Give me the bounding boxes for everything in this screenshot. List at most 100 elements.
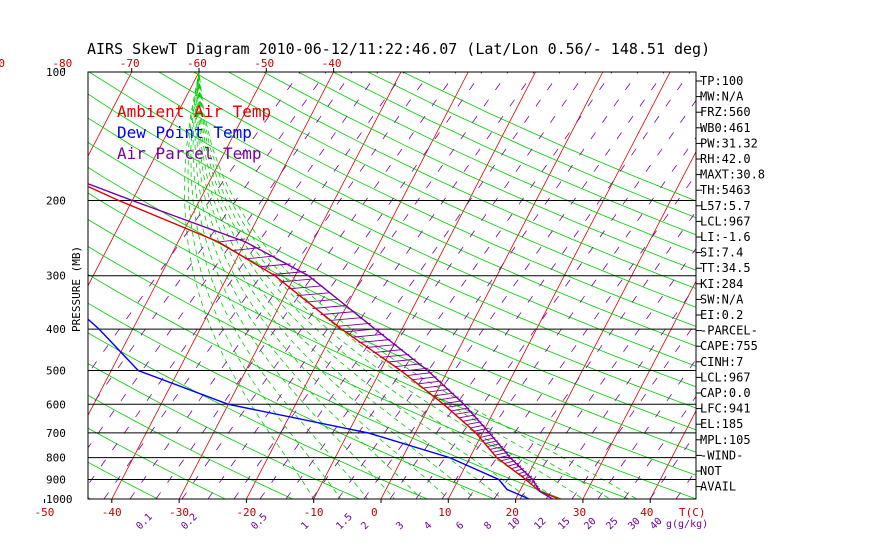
sounding-index-label: WB0:461	[700, 121, 751, 135]
dry-adiabat-line	[88, 302, 496, 499]
cape-hatch	[304, 298, 339, 303]
chart-title: AIRS SkewT Diagram 2010-06-12/11:22:46.0…	[87, 40, 710, 58]
dry-adiabat-line	[88, 461, 159, 499]
moist-adiabat-line	[198, 72, 557, 499]
cape-hatch	[446, 403, 467, 408]
cape-hatch	[320, 311, 355, 316]
sounding-index-label: EI:0.2	[700, 308, 743, 322]
bottom-temp-tick-label: 10	[438, 506, 451, 519]
cape-hatch	[462, 417, 479, 422]
dry-adiabat-line	[88, 246, 631, 499]
pressure-tick-label: 700	[46, 427, 66, 440]
dry-adiabat-line	[88, 117, 696, 409]
sounding-index-label: FRZ:560	[700, 105, 751, 119]
bottom-temp-tick-label: 20	[506, 506, 519, 519]
mixing-ratio-unit-label: g(g/kg)	[666, 519, 708, 530]
moist-adiabat-line	[198, 72, 611, 499]
bottom-temp-tick-label: -40	[102, 506, 122, 519]
dry-adiabat-line	[193, 72, 696, 308]
mixing-ratio-tick-label: 0.1	[134, 512, 155, 533]
legend-air-parcel-temp: Air Parcel Temp	[117, 144, 262, 163]
cape-hatch	[372, 349, 403, 354]
cape-hatch	[328, 317, 363, 321]
mixing-ratio-tick-label: 15	[556, 516, 572, 532]
sounding-index-label: KI:284	[700, 277, 743, 291]
dry-adiabat-line	[298, 72, 696, 253]
top-temp-tick-label: -50	[254, 57, 274, 70]
cape-hatch	[432, 392, 455, 397]
dry-adiabat-line	[88, 497, 92, 499]
sounding-index-label: -PARCEL-	[700, 324, 758, 338]
sounding-index-label: L57:5.7	[700, 199, 751, 213]
cape-hatch	[394, 363, 423, 368]
mixing-ratio-tick-label: 1	[299, 520, 311, 532]
cape-hatch	[281, 278, 315, 283]
pressure-tick-label: 100	[46, 66, 66, 79]
cape-hatch	[387, 358, 416, 363]
sounding-index-label: LI:-1.6	[700, 230, 751, 244]
mixing-ratio-line	[493, 210, 696, 499]
mixing-ratio-line	[88, 72, 379, 486]
legend-dew-point-temp: Dew Point Temp	[117, 123, 252, 142]
cape-hatch	[231, 247, 261, 252]
dry-adiabat-line	[263, 72, 696, 271]
cape-hatch	[288, 285, 323, 290]
mixing-ratio-line	[519, 247, 696, 499]
top-temp-tick-label: -40	[322, 57, 342, 70]
bottom-temp-tick-label: 30	[573, 506, 586, 519]
mixing-ratio-tick-label: 8	[482, 520, 494, 532]
legend-ambient-air-temp: Ambient Air Temp	[117, 102, 271, 121]
sounding-index-label: CINH:7	[700, 355, 743, 369]
bottom-temp-tick-label: -30	[169, 506, 189, 519]
mixing-ratio-line	[155, 72, 457, 499]
sounding-index-label: LFC:941	[700, 402, 751, 416]
pressure-tick-label: 1000	[46, 493, 73, 506]
dew-point-temp-line	[88, 318, 530, 499]
dry-adiabat-line	[88, 93, 696, 388]
mixing-ratio-line	[129, 72, 431, 499]
cape-hatch	[450, 407, 470, 412]
mixing-ratio-line	[623, 395, 696, 499]
mixing-ratio-line	[363, 72, 665, 499]
sounding-index-label: TP:100	[700, 74, 743, 88]
cape-hatch	[465, 421, 482, 426]
cape-hatch	[379, 353, 410, 358]
sounding-index-label: TH:5463	[700, 183, 751, 197]
moist-adiabat-line	[187, 72, 342, 499]
cape-hatch	[258, 263, 291, 268]
moist-adiabat-line	[198, 72, 638, 499]
cape-hatch	[437, 396, 459, 401]
dry-adiabat-line	[123, 72, 696, 347]
x-axis-unit-label: T(C)	[679, 506, 706, 519]
sounding-index-label: SW:N/A	[700, 292, 744, 306]
top-temp-tick-label: -90	[0, 57, 5, 70]
sounding-index-label: EL:185	[700, 417, 743, 431]
pressure-tick-label: 400	[46, 323, 66, 336]
mixing-ratio-line	[88, 72, 301, 375]
cape-hatch	[411, 376, 437, 381]
cape-hatch	[245, 255, 276, 260]
bottom-temp-tick-label: -20	[236, 506, 256, 519]
pressure-tick-label: 900	[46, 473, 66, 486]
mixing-ratio-line	[337, 72, 639, 499]
dry-adiabat-line	[88, 273, 563, 499]
mixing-ratio-tick-label: 2	[359, 520, 371, 532]
pressure-tick-label: 300	[46, 270, 66, 283]
dry-adiabat-line	[228, 72, 696, 290]
isotherm-line	[380, 72, 604, 499]
mixing-ratio-line	[88, 72, 353, 449]
dry-adiabat-line	[367, 72, 696, 219]
sounding-index-label: MPL:105	[700, 433, 751, 447]
mixing-ratio-tick-label: 12	[532, 516, 548, 532]
sounding-index-label: CAP:0.0	[700, 386, 751, 400]
cape-hatch	[296, 292, 331, 297]
sounding-index-label: NOT	[700, 464, 722, 478]
pressure-tick-label: 600	[46, 398, 66, 411]
cape-hatch	[337, 322, 371, 327]
sounding-index-label: LCL:967	[700, 214, 751, 228]
mixing-ratio-line	[597, 358, 696, 499]
sounding-index-label: SI:7.4	[700, 246, 743, 260]
cape-hatch	[312, 305, 347, 309]
cape-hatch	[401, 367, 429, 372]
isotherm-line	[515, 150, 696, 499]
